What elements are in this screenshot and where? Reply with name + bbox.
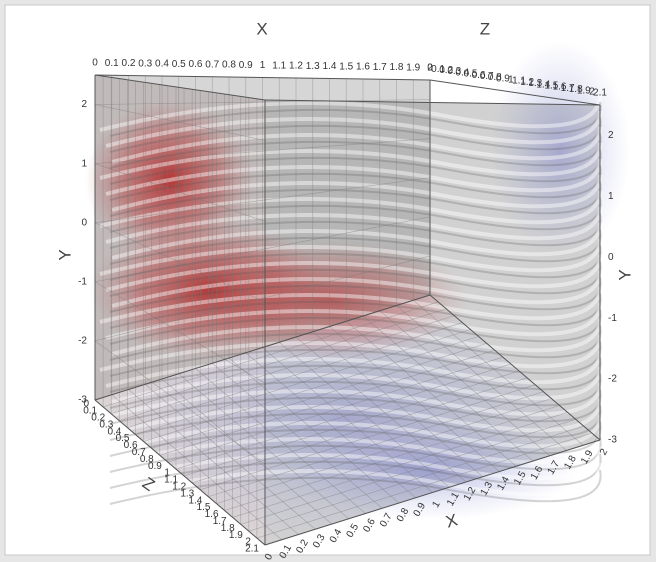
x-tick-label: 1.7 [373,62,387,73]
y-axis-title: Y [55,249,74,260]
z-tick-label-bottom: 2.1 [245,544,259,555]
x-tick-label: 0.2 [122,58,136,69]
z-axis-title: Z [480,19,490,38]
z-tick-label-bottom: 0.9 [148,461,162,472]
x-tick-label: 1 [260,60,266,71]
y-tick-label-right: 2 [608,130,614,141]
y-tick-label-right: 1 [608,191,614,202]
y-tick-label: -3 [78,395,87,406]
y-tick-label: -1 [78,276,87,287]
y-tick-label: -2 [78,336,87,347]
x-tick-label: 0.8 [222,60,236,71]
x-axis-title: X [256,19,267,38]
y-tick-label-right: 0 [608,252,614,263]
x-tick-label: 1.3 [306,61,320,72]
x-tick-label: 1.4 [323,61,337,72]
z-tick-label-bottom: 1.9 [229,530,243,541]
x-tick-label: 1.9 [406,62,420,73]
x-tick-label: 1.5 [339,61,353,72]
x-tick-label: 0.7 [205,59,219,70]
y-axis-title-right: Y [615,269,634,280]
x-tick-label: 0.5 [172,59,186,70]
x-tick-label: 0.6 [189,59,203,70]
x-tick-label: 1.1 [272,60,286,71]
y-tick-label: 0 [81,217,87,228]
x-tick-label: 0.4 [155,59,169,70]
x-tick-label: 1.6 [356,62,370,73]
chart: 000.10.10.20.20.30.30.40.40.50.50.60.60.… [0,0,656,562]
x-tick-label: 1.2 [289,61,303,72]
x-tick-label: 0.9 [239,60,253,71]
x-tick-label: 0.3 [138,58,152,69]
x-tick-label: 1.8 [390,62,404,73]
y-tick-label: 1 [81,158,87,169]
y-tick-label-right: -3 [608,435,617,446]
x-tick-label: 0 [92,58,98,69]
z-tick-label: 2.1 [593,88,607,99]
y-tick-label-right: -2 [608,374,617,385]
y-tick-label: 2 [81,99,87,110]
x-tick-label: 0.1 [105,58,119,69]
y-tick-label-right: -1 [608,313,617,324]
